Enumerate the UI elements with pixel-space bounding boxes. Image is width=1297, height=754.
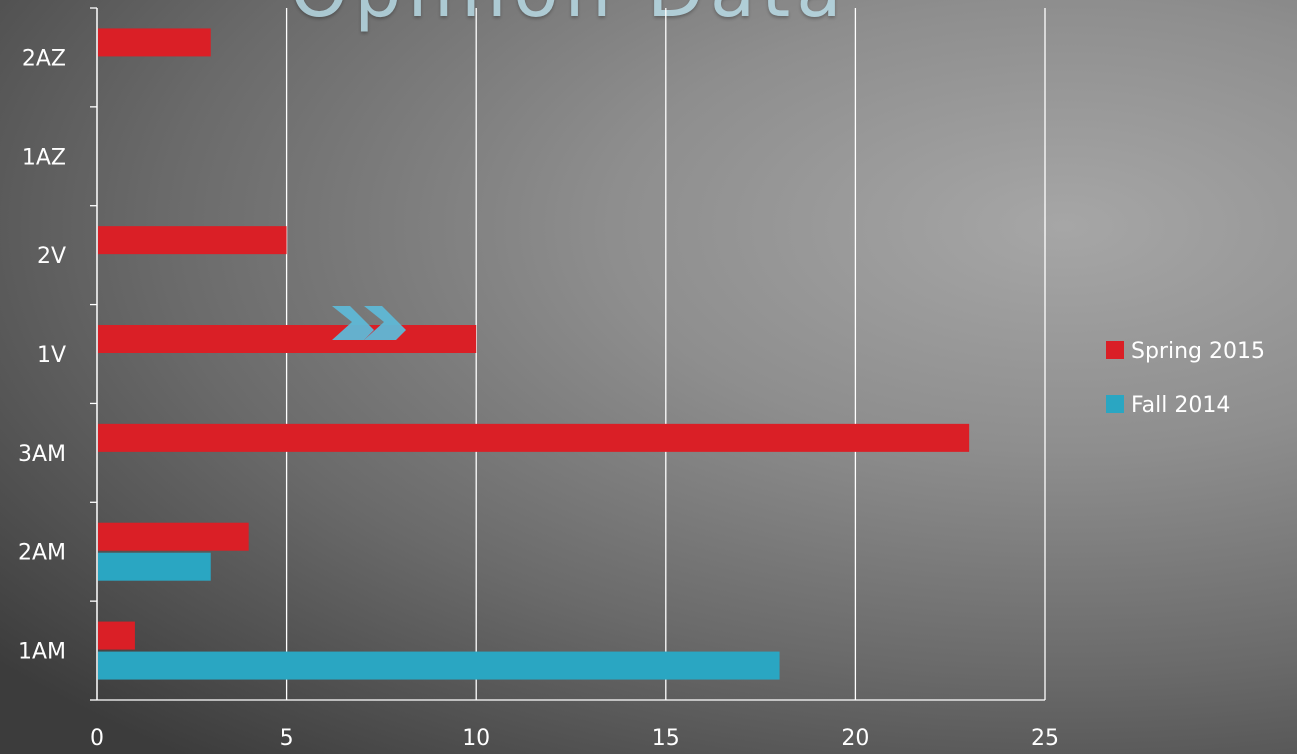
y-category-label: 3AM bbox=[18, 442, 66, 467]
bar-spring-2015-1v bbox=[98, 325, 477, 353]
legend-swatch-fall-2014 bbox=[1106, 395, 1124, 413]
x-tick-label: 5 bbox=[280, 726, 294, 751]
y-category-label: 1AZ bbox=[22, 145, 66, 170]
legend-swatch-spring-2015 bbox=[1106, 341, 1124, 359]
axis-layer: 0 5 10 15 20 25 1AM 2AM 3AM 1V 2V 1AZ 2AZ bbox=[18, 7, 1059, 751]
x-tick-label: 25 bbox=[1031, 726, 1059, 751]
bar-spring-2015-2az bbox=[98, 28, 211, 57]
bar-spring-2015-3am bbox=[98, 423, 970, 452]
legend-label: Spring 2015 bbox=[1131, 339, 1265, 364]
bar-spring-2015-1am bbox=[98, 621, 135, 650]
bars-layer bbox=[98, 28, 970, 680]
x-tick-label: 20 bbox=[841, 726, 869, 751]
y-category-label: 2V bbox=[37, 244, 66, 269]
y-category-label: 2AZ bbox=[22, 46, 66, 71]
x-tick-label: 10 bbox=[462, 726, 490, 751]
bar-spring-2015-2v bbox=[98, 226, 287, 255]
y-category-label: 1AM bbox=[18, 640, 66, 665]
legend: Spring 2015 Fall 2014 bbox=[1106, 339, 1265, 418]
x-tick-label: 0 bbox=[90, 726, 104, 751]
bar-spring-2015-2am bbox=[98, 522, 249, 551]
x-tick-label: 15 bbox=[652, 726, 680, 751]
grid-layer bbox=[96, 8, 1046, 700]
y-category-label: 2AM bbox=[18, 541, 66, 566]
slide-title: Opinion Data bbox=[290, 0, 848, 34]
legend-label: Fall 2014 bbox=[1131, 393, 1230, 418]
bar-fall-2014-1am bbox=[98, 651, 780, 680]
bar-fall-2014-2am bbox=[98, 552, 211, 581]
double-chevron-icon bbox=[332, 306, 406, 340]
y-category-label: 1V bbox=[37, 343, 66, 368]
